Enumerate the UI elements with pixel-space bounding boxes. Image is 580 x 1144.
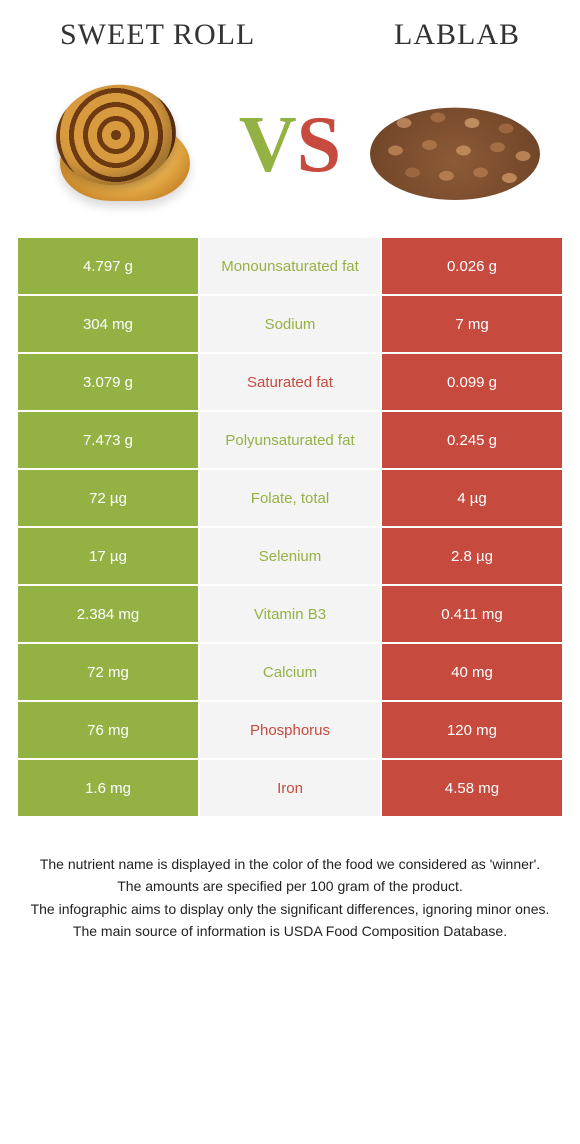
footnote-line: The amounts are specified per 100 gram o… [30, 876, 550, 896]
hero-row: VS [0, 64, 580, 238]
nutrient-label: Vitamin B3 [200, 586, 380, 642]
header: SWEET ROLL LABLAB [0, 0, 580, 64]
left-value: 7.473 g [18, 412, 200, 468]
left-value: 4.797 g [18, 238, 200, 294]
table-row: 7.473 gPolyunsaturated fat0.245 g [18, 412, 562, 470]
nutrient-label: Monounsaturated fat [200, 238, 380, 294]
table-row: 304 mgSodium7 mg [18, 296, 562, 354]
vs-v: V [239, 101, 297, 189]
left-value: 72 mg [18, 644, 200, 700]
table-row: 72 mgCalcium40 mg [18, 644, 562, 702]
right-value: 40 mg [380, 644, 562, 700]
table-row: 4.797 gMonounsaturated fat0.026 g [18, 238, 562, 296]
right-value: 0.245 g [380, 412, 562, 468]
footnote-line: The main source of information is USDA F… [30, 921, 550, 941]
right-value: 4 µg [380, 470, 562, 526]
left-value: 3.079 g [18, 354, 200, 410]
nutrient-label: Folate, total [200, 470, 380, 526]
sweet-roll-image [30, 70, 220, 220]
table-row: 72 µgFolate, total4 µg [18, 470, 562, 528]
table-row: 17 µgSelenium2.8 µg [18, 528, 562, 586]
beans-icon [370, 90, 540, 200]
left-value: 76 mg [18, 702, 200, 758]
table-row: 2.384 mgVitamin B30.411 mg [18, 586, 562, 644]
right-value: 2.8 µg [380, 528, 562, 584]
right-value: 120 mg [380, 702, 562, 758]
table-row: 76 mgPhosphorus120 mg [18, 702, 562, 760]
left-value: 2.384 mg [18, 586, 200, 642]
nutrient-label: Saturated fat [200, 354, 380, 410]
nutrient-label: Sodium [200, 296, 380, 352]
footnote-line: The infographic aims to display only the… [30, 899, 550, 919]
table-row: 3.079 gSaturated fat0.099 g [18, 354, 562, 412]
right-value: 4.58 mg [380, 760, 562, 816]
left-value: 72 µg [18, 470, 200, 526]
nutrient-label: Iron [200, 760, 380, 816]
nutrient-comparison-table: 4.797 gMonounsaturated fat0.026 g304 mgS… [0, 238, 580, 818]
footnotes: The nutrient name is displayed in the co… [0, 818, 580, 963]
left-value: 304 mg [18, 296, 200, 352]
right-value: 0.099 g [380, 354, 562, 410]
nutrient-label: Phosphorus [200, 702, 380, 758]
lablab-image [360, 70, 550, 220]
right-value: 0.026 g [380, 238, 562, 294]
right-value: 7 mg [380, 296, 562, 352]
nutrient-label: Calcium [200, 644, 380, 700]
nutrient-label: Selenium [200, 528, 380, 584]
roll-icon [50, 85, 200, 205]
vs-label: VS [239, 100, 341, 191]
footnote-line: The nutrient name is displayed in the co… [30, 854, 550, 874]
vs-s: S [297, 101, 342, 189]
right-value: 0.411 mg [380, 586, 562, 642]
right-food-title: LABLAB [394, 18, 520, 52]
left-value: 1.6 mg [18, 760, 200, 816]
table-row: 1.6 mgIron4.58 mg [18, 760, 562, 818]
left-food-title: SWEET ROLL [60, 18, 255, 52]
nutrient-label: Polyunsaturated fat [200, 412, 380, 468]
left-value: 17 µg [18, 528, 200, 584]
